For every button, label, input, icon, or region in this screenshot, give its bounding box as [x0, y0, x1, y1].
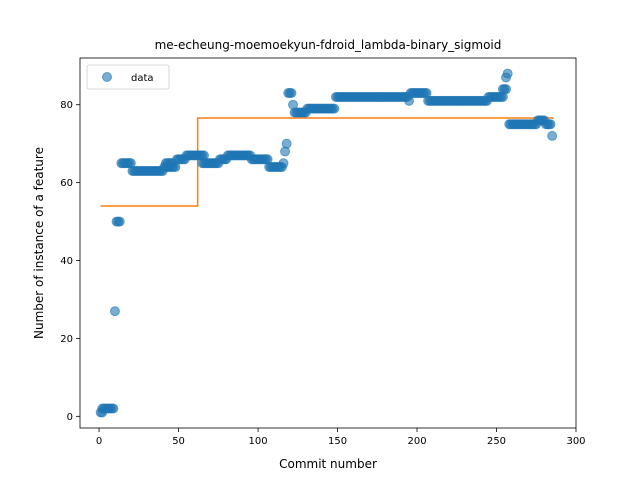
data-point: [109, 306, 120, 317]
data-point: [286, 88, 297, 99]
data-point: [329, 103, 340, 114]
legend: data: [86, 64, 170, 90]
data-point: [108, 403, 119, 414]
x-tick-label: 50: [172, 436, 185, 447]
x-tick-label: 0: [96, 436, 102, 447]
y-tick-label: 60: [60, 178, 73, 189]
data-point: [281, 138, 292, 149]
y-tick-label: 80: [60, 100, 73, 111]
x-tick-label: 300: [566, 436, 585, 447]
x-axis-ticks: 0 50 100 150 200 250 300: [96, 428, 586, 447]
x-tick-label: 250: [487, 436, 506, 447]
data-points-layer: [95, 68, 558, 418]
data-point: [547, 130, 558, 141]
data-point: [501, 84, 512, 95]
y-axis-label: Number of instance of a feature: [32, 147, 46, 339]
data-point: [502, 68, 513, 79]
x-tick-label: 150: [328, 436, 347, 447]
legend-marker-data: [102, 72, 112, 82]
x-tick-label: 200: [407, 436, 426, 447]
y-axis-ticks: 0 20 40 60 80: [60, 100, 80, 423]
data-point: [278, 158, 289, 169]
y-tick-label: 20: [60, 334, 73, 345]
data-point: [545, 119, 556, 130]
legend-label-data: data: [131, 73, 154, 84]
y-tick-label: 0: [67, 412, 73, 423]
legend-box: [86, 64, 170, 90]
x-tick-label: 100: [249, 436, 268, 447]
x-axis-label: Commit number: [279, 457, 377, 471]
data-point: [114, 216, 125, 227]
axes-background: [80, 58, 576, 428]
chart-title: me-echeung-moemoekyun-fdroid_lambda-bina…: [155, 38, 502, 52]
plot-area: [80, 58, 576, 428]
axes-frame: [79, 57, 577, 429]
y-tick-label: 40: [60, 256, 73, 267]
